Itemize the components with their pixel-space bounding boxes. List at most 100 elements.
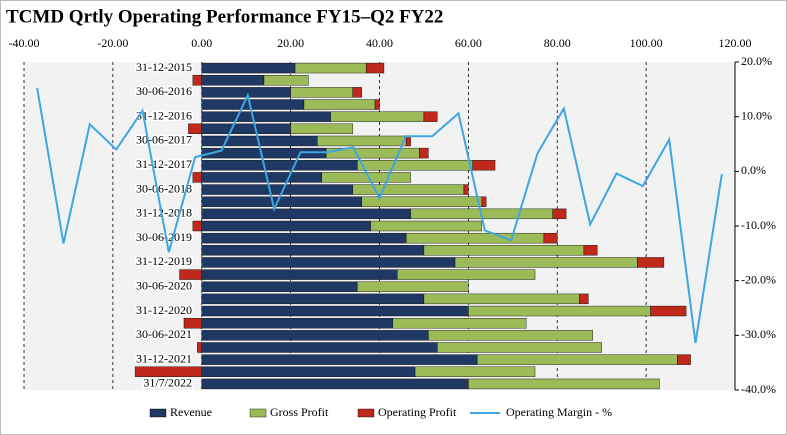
bar [201,123,291,134]
bar [468,305,651,317]
bar [201,245,425,256]
legend-label: Revenue [170,405,212,419]
bar [201,196,362,207]
y-tick-label: 30-06-2018 [136,181,192,195]
y2-tick-label: -40.0% [741,382,776,396]
legend-marker [249,408,267,418]
x-tick-label: 20.00 [277,36,304,50]
y-tick-label: 31-12-2019 [136,254,192,268]
bar [290,123,354,134]
y2-tick-label: -20.0% [741,272,776,286]
bar [481,196,487,207]
bar [201,62,296,74]
x-tick-label: 40.00 [366,36,393,50]
x-tick-label: 0.00 [191,36,212,50]
bar [192,172,202,183]
bar [201,160,358,171]
bar [419,147,429,159]
bar [201,293,425,305]
bar [179,269,202,280]
y2-tick-label: -10.0% [741,218,776,232]
bar [637,257,665,268]
x-tick-label: -40.00 [9,36,40,50]
bar [201,281,358,292]
bar [650,305,687,317]
chart-title: TCMD Qrtly Operating Performance FY15–Q2… [6,6,443,27]
line [36,88,723,344]
bar [468,378,660,390]
bar [201,305,469,317]
bar [374,99,380,110]
bar [370,220,482,232]
y2-tick-label: -30.0% [741,327,776,341]
bar [405,232,545,244]
x-tick-label: 60.00 [455,36,482,50]
bar [392,318,527,329]
bar [201,354,478,365]
bar [201,257,456,268]
bar [201,208,411,220]
y-tick-label: 31-12-2018 [136,206,192,220]
bar [423,111,438,122]
bar [201,232,407,244]
x-tick-label: 120.00 [719,36,752,50]
bar [201,366,416,377]
y-tick-label: 31-12-2015 [136,60,192,74]
bar [134,366,202,377]
bar [397,269,536,280]
y-tick-label: 30-06-2020 [136,278,192,292]
bar [357,160,474,171]
bar [352,184,465,195]
bar [330,111,425,122]
bar [357,281,469,292]
bar [352,87,362,98]
bar [290,87,354,98]
y-tick-label: 31-12-2016 [136,108,192,122]
bar [317,135,407,147]
bar [472,160,496,171]
bar [192,220,202,232]
bar [405,135,411,147]
y-tick-label: 30-06-2017 [136,133,192,147]
legend-label: Operating Profit [378,405,457,419]
bar [201,330,429,341]
y-tick-label: 30-06-2021 [136,327,192,341]
bar [543,232,558,244]
y-tick-label: 31-12-2020 [136,303,192,317]
legend-label: Operating Margin - % [506,405,612,419]
x-tick-label: 80.00 [544,36,571,50]
bar [303,99,376,110]
bar [365,62,385,74]
bar [477,354,678,365]
bar [188,123,202,134]
bar [201,111,331,122]
bar [677,354,691,365]
x-tick-label: 100.00 [630,36,663,50]
legend-marker [357,408,375,418]
bar [201,87,291,98]
y-tick-label: 30-06-2016 [136,84,192,98]
bar [201,378,469,390]
bar [579,293,589,305]
y2-tick-label: 10.0% [741,108,772,122]
bar [294,62,367,74]
bar [263,75,309,86]
x-tick-label: -20.00 [97,36,128,50]
bar [428,330,594,341]
bar [552,208,567,220]
y2-tick-label: 0.0% [741,163,766,177]
bar [201,269,398,280]
bar [583,245,598,256]
bar [414,366,536,377]
legend-marker [149,408,167,418]
bar [437,342,602,353]
y-tick-label: 31-12-2021 [136,351,192,365]
legend-label: Gross Profit [270,405,329,419]
bar [201,99,305,110]
bar [192,75,202,86]
y-tick-label: 31-12-2017 [136,157,192,171]
y-tick-label: 31/7/2022 [143,376,192,390]
bar [183,318,202,329]
bar [463,184,469,195]
